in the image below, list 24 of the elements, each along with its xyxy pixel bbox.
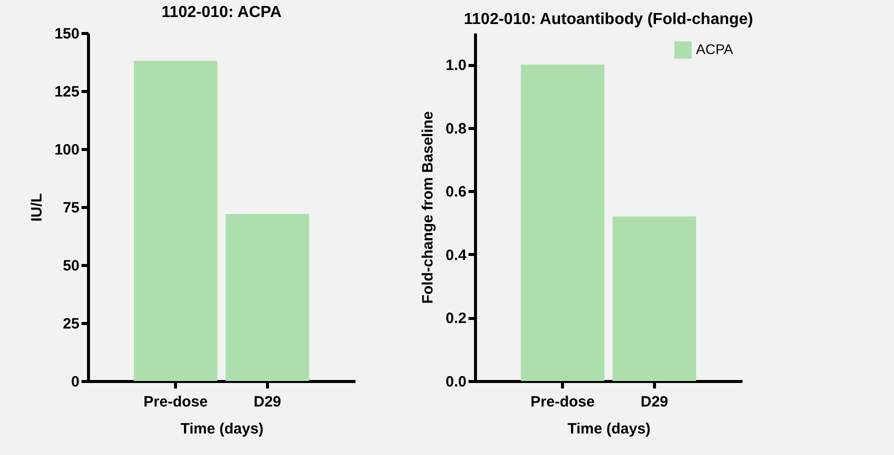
y-tick-label: 0.8 — [446, 120, 466, 138]
y-tick-label: 125 — [54, 84, 80, 100]
x-axis-title: Time (days) — [180, 420, 264, 438]
y-tick-label: 0.6 — [446, 184, 466, 201]
x-tick-label: D29 — [640, 394, 668, 410]
y-tick-label: 0.4 — [446, 246, 468, 264]
y-tick-label: 25 — [62, 316, 80, 332]
x-tick-label: D29 — [254, 394, 282, 410]
y-tick-label: 1.0 — [446, 57, 466, 74]
chart-title: 1102-010: ACPA — [161, 4, 282, 21]
y-tick-label: 0 — [71, 374, 80, 390]
y-tick-label: 0.0 — [446, 374, 466, 390]
y-tick-label: 50 — [62, 258, 80, 274]
y-tick-label: 150 — [54, 26, 80, 42]
chart-title: 1102-010: Autoantibody (Fold-change) — [464, 11, 754, 28]
x-tick-label: Pre-dose — [530, 394, 595, 410]
legend-label: ACPA — [696, 41, 734, 57]
x-tick-label: Pre-dose — [144, 394, 208, 410]
y-axis-title: Fold-change from Baseline — [420, 111, 437, 304]
y-tick-label: 100 — [54, 142, 80, 158]
y-tick-label: 75 — [62, 200, 80, 216]
y-axis-title: IU/L — [28, 193, 46, 222]
x-axis-title: Time (days) — [567, 420, 651, 438]
y-tick-label: 0.2 — [446, 310, 466, 328]
